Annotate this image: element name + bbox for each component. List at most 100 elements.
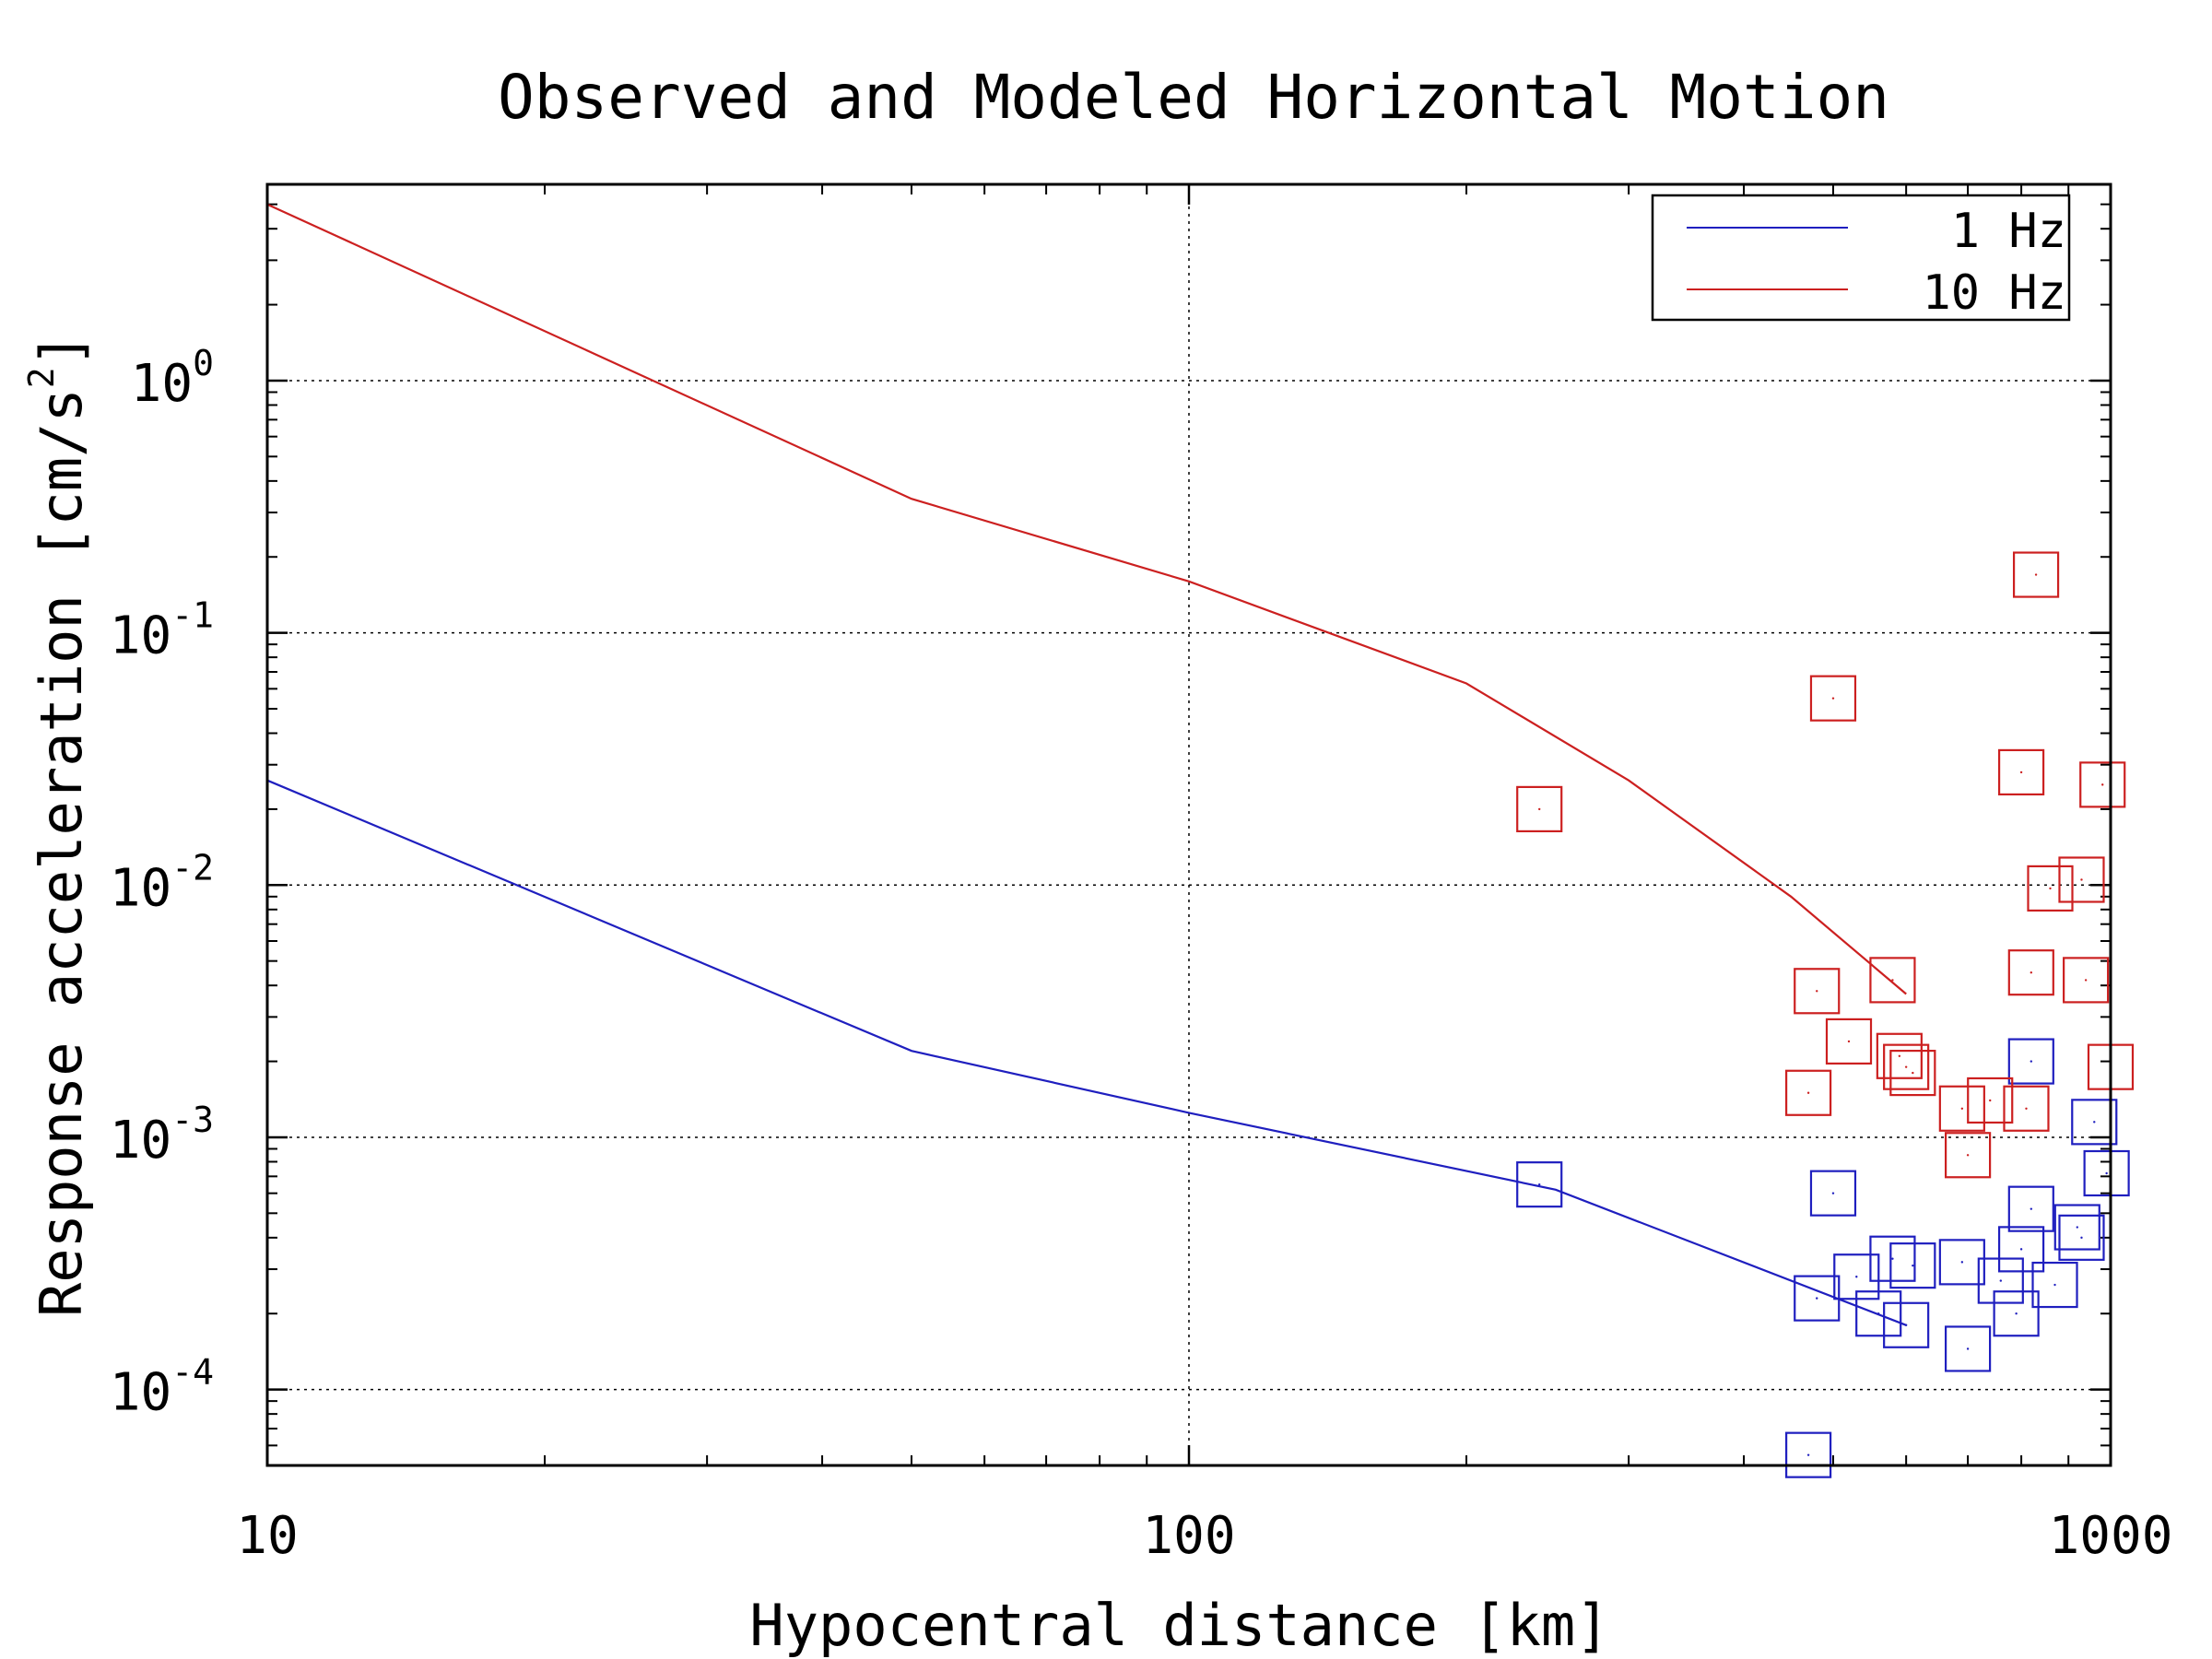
observed-point-dot-1hz — [1999, 1279, 2003, 1282]
observed-point-dot-10hz — [2049, 887, 2052, 890]
observed-point-10hz — [1516, 785, 1563, 833]
observed-point-10hz — [1794, 968, 1841, 1015]
legend-label-10hz: 10 Hz — [1922, 265, 2066, 321]
observed-point-10hz — [1944, 1132, 1992, 1179]
observed-point-1hz — [2053, 1204, 2100, 1251]
observed-point-dot-10hz — [2101, 783, 2104, 786]
observed-point-dot-1hz — [2080, 1236, 2083, 1240]
x-tick-label: 1000 — [2049, 1506, 2173, 1566]
observed-point-1hz — [1944, 1325, 1992, 1372]
observed-point-1hz — [1855, 1290, 1902, 1337]
observed-point-10hz — [1876, 1032, 1923, 1079]
observed-point-dot-10hz — [2084, 979, 2088, 982]
observed-point-dot-10hz — [1904, 1065, 1908, 1068]
observed-point-dot-10hz — [1912, 1071, 1914, 1075]
x-axis-label: Hypocentral distance [km] — [749, 1592, 1609, 1659]
observed-point-dot-1hz — [1831, 1192, 1835, 1194]
observed-point-10hz — [1825, 1018, 1873, 1065]
observed-point-1hz — [2083, 1149, 2130, 1197]
series-1hz — [266, 779, 2130, 1478]
observed-point-1hz — [1883, 1301, 1930, 1348]
observed-point-dot-1hz — [1806, 1453, 1810, 1456]
observed-point-dot-1hz — [2105, 1171, 2108, 1175]
observed-point-dot-10hz — [1847, 1040, 1851, 1043]
observed-point-10hz — [1883, 1043, 1930, 1090]
y-tick-exponent: -4 — [171, 1352, 214, 1393]
observed-point-dot-1hz — [2019, 1248, 2023, 1251]
plot-frame — [265, 182, 2112, 1467]
observed-point-1hz — [2007, 1185, 2054, 1232]
observed-point-dot-1hz — [1816, 1297, 1818, 1300]
observed-point-dot-10hz — [1538, 807, 1541, 811]
observed-point-1hz — [2058, 1214, 2105, 1261]
y-tick-exponent: -1 — [171, 595, 214, 636]
observed-point-dot-10hz — [1816, 990, 1818, 993]
legend-box — [1651, 194, 2071, 322]
y-tick-base: 10 — [110, 606, 171, 666]
observed-point-dot-1hz — [2093, 1121, 2096, 1124]
x-tick-label: 100 — [1142, 1506, 1235, 1566]
observed-point-1hz — [1516, 1161, 1563, 1208]
observed-point-10hz — [2003, 1085, 2050, 1132]
observed-point-10hz — [1809, 675, 1857, 722]
observed-point-10hz — [2027, 865, 2074, 912]
observed-point-1hz — [2071, 1099, 2118, 1146]
y-tick-exponent: -3 — [171, 1100, 214, 1140]
observed-point-dot-1hz — [2015, 1312, 2018, 1315]
x-tick-label: 10 — [236, 1506, 298, 1566]
y-tick-base: 10 — [110, 1363, 171, 1423]
y-tick-exponent: 0 — [193, 343, 214, 383]
y-tick-label: 100 — [131, 343, 214, 414]
grid — [267, 184, 2111, 1465]
observed-point-10hz — [1784, 1069, 1832, 1116]
observed-point-dot-1hz — [2053, 1283, 2056, 1287]
y-axis-label-exponent: 2 — [21, 367, 62, 388]
observed-point-10hz — [2063, 957, 2110, 1004]
legend-label-1hz: 1 Hz — [1951, 204, 2066, 259]
observed-point-10hz — [2058, 856, 2105, 903]
observed-point-1hz — [1993, 1290, 2040, 1337]
observed-point-1hz — [1784, 1431, 1832, 1478]
observed-point-1hz — [1869, 1235, 1916, 1282]
observed-point-1hz — [1809, 1170, 1857, 1217]
series-layer — [266, 203, 2135, 1478]
y-tick-label: 10-3 — [110, 1100, 214, 1171]
observed-point-1hz — [1889, 1242, 1936, 1289]
x-tick-labels: 10 100 1000 — [236, 1506, 2172, 1566]
observed-point-dot-10hz — [1989, 1099, 1992, 1102]
observed-point-dot-10hz — [1806, 1091, 1810, 1094]
observed-point-dot-1hz — [1538, 1182, 1541, 1186]
observed-point-dot-1hz — [1960, 1261, 1964, 1264]
observed-point-dot-10hz — [2034, 573, 2038, 576]
observed-point-dot-10hz — [1966, 1154, 1970, 1157]
observed-point-dot-1hz — [2030, 1207, 2033, 1210]
observed-point-dot-10hz — [1831, 697, 1835, 700]
observed-point-1hz — [1938, 1239, 1985, 1286]
y-tick-base: 10 — [110, 858, 171, 918]
y-axis-label-suffix: ] — [28, 333, 95, 367]
observed-point-dot-1hz — [2030, 1060, 2033, 1063]
observed-point-dot-10hz — [2030, 971, 2033, 974]
model-line-10hz — [266, 203, 1907, 995]
observed-point-dot-10hz — [2025, 1107, 2028, 1110]
observed-point-dot-1hz — [1877, 1312, 1880, 1315]
observed-point-10hz — [1869, 957, 1916, 1004]
observed-point-1hz — [1997, 1226, 2045, 1273]
y-axis-label-main: Response acceleration [cm/s — [28, 388, 95, 1317]
observed-point-dot-1hz — [1904, 1324, 1908, 1326]
observed-point-dot-10hz — [1891, 979, 1894, 982]
observed-point-10hz — [1967, 1077, 2014, 1124]
observed-point-dot-1hz — [2076, 1226, 2078, 1229]
observed-point-10hz — [1938, 1085, 1985, 1132]
legend: 1 Hz 10 Hz — [1651, 194, 2071, 322]
observed-point-dot-10hz — [1898, 1054, 1901, 1057]
observed-point-1hz — [2031, 1261, 2078, 1309]
observed-point-10hz — [2012, 551, 2060, 598]
y-tick-label: 10-2 — [110, 847, 214, 918]
y-tick-exponent: -2 — [171, 847, 214, 888]
y-tick-base: 10 — [131, 354, 193, 414]
y-tick-base: 10 — [110, 1111, 171, 1171]
y-tick-label: 10-4 — [110, 1352, 214, 1423]
